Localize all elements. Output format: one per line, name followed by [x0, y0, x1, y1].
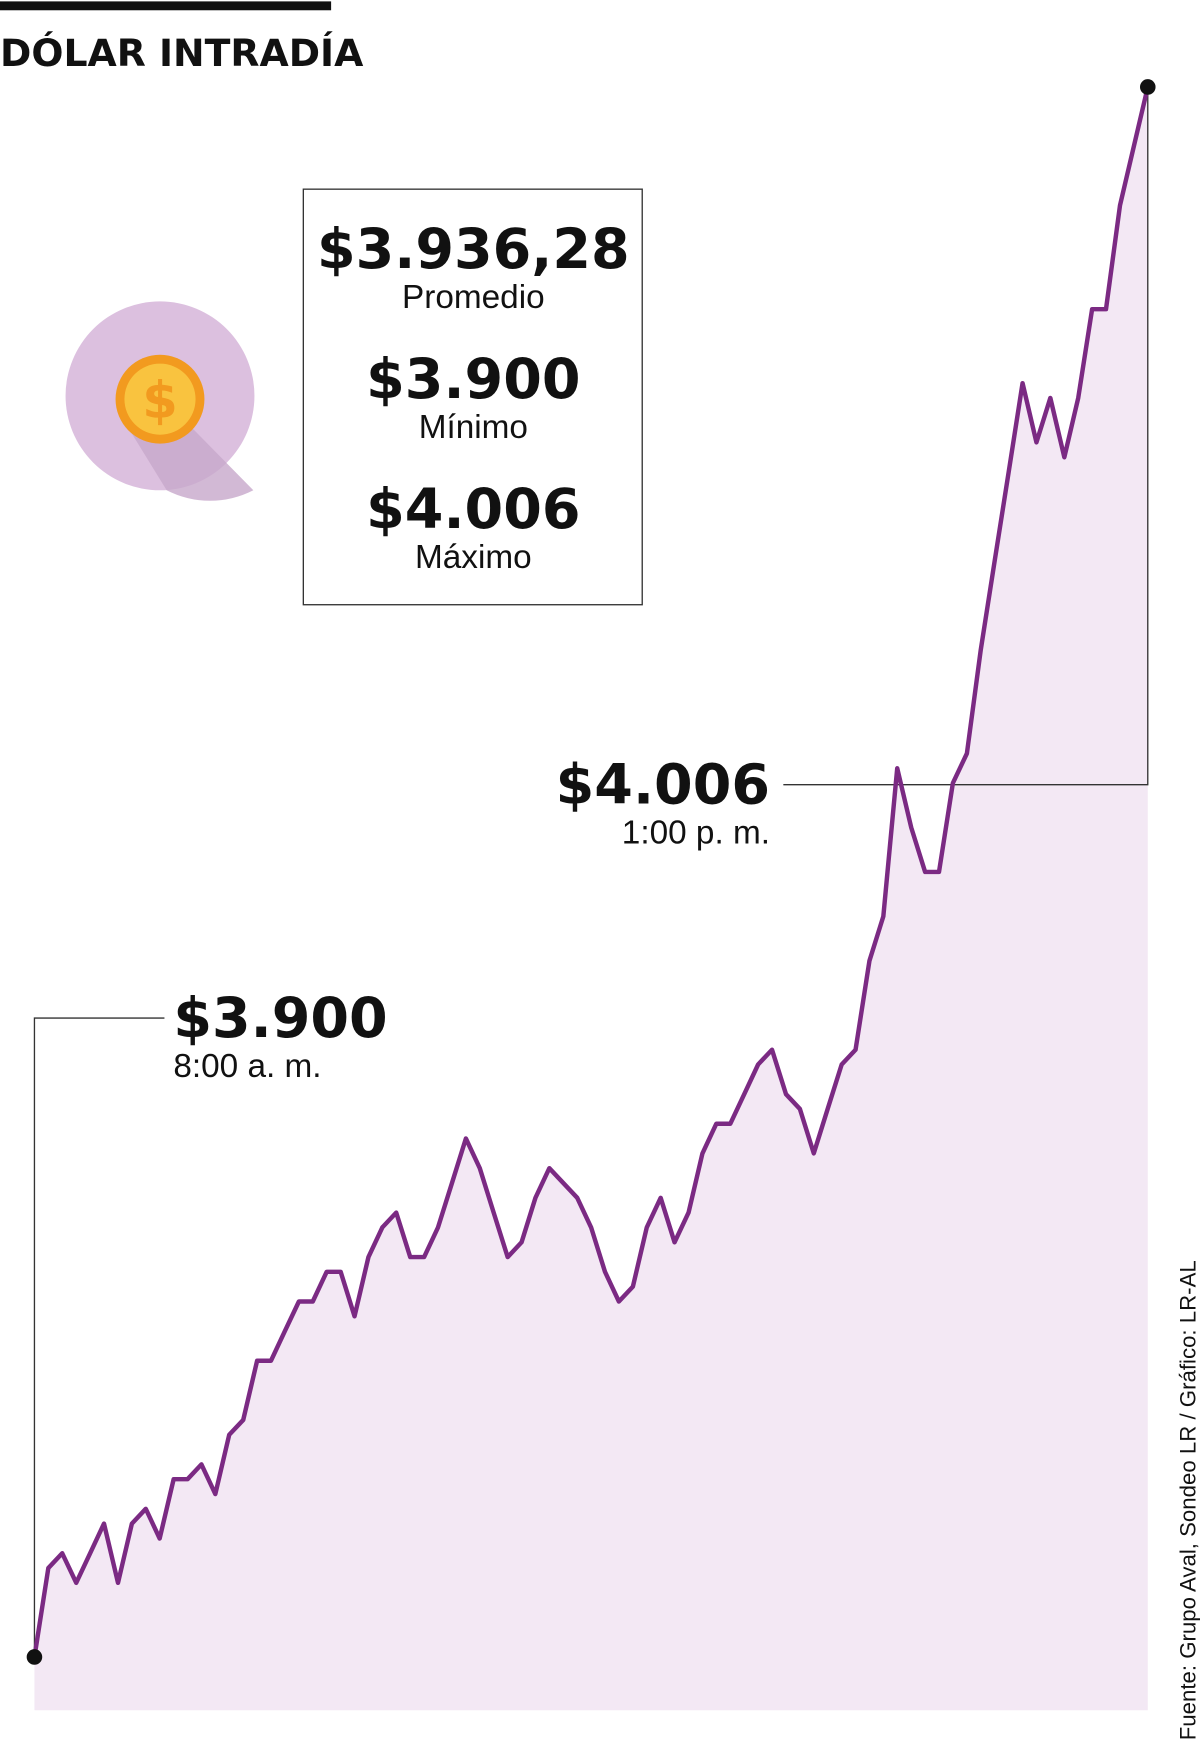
coin-icon: $	[65, 301, 255, 501]
svg-text:$: $	[142, 372, 178, 431]
summary-amount: $3.936,28	[317, 217, 630, 282]
annotation-time: 1:00 p. m.	[622, 815, 770, 852]
end-dot	[26, 1649, 43, 1665]
annotation-value: $3.900	[173, 986, 387, 1051]
source: Fuente: Grupo Aval, Sondeo LR / Gráfico:…	[1176, 1260, 1200, 1740]
plot	[26, 79, 1156, 1711]
summary-box	[302, 188, 643, 606]
chart-title: DÓLAR INTRADÍA	[0, 31, 364, 75]
area	[34, 86, 1148, 1711]
summary-amount: $3.900	[366, 347, 580, 412]
title-bar	[0, 1, 332, 11]
line	[32, 86, 1150, 1658]
summary-label: Mínimo	[419, 409, 528, 446]
annotation-value: $4.006	[556, 753, 770, 818]
end-dot	[1140, 79, 1156, 95]
annotation-time: 8:00 a. m.	[173, 1048, 321, 1085]
summary-amount: $4.006	[366, 477, 580, 542]
summary-label: Máximo	[415, 539, 532, 576]
leader-line	[33, 1017, 165, 1657]
summary-label: Promedio	[402, 279, 545, 316]
leader-line	[783, 86, 1149, 786]
